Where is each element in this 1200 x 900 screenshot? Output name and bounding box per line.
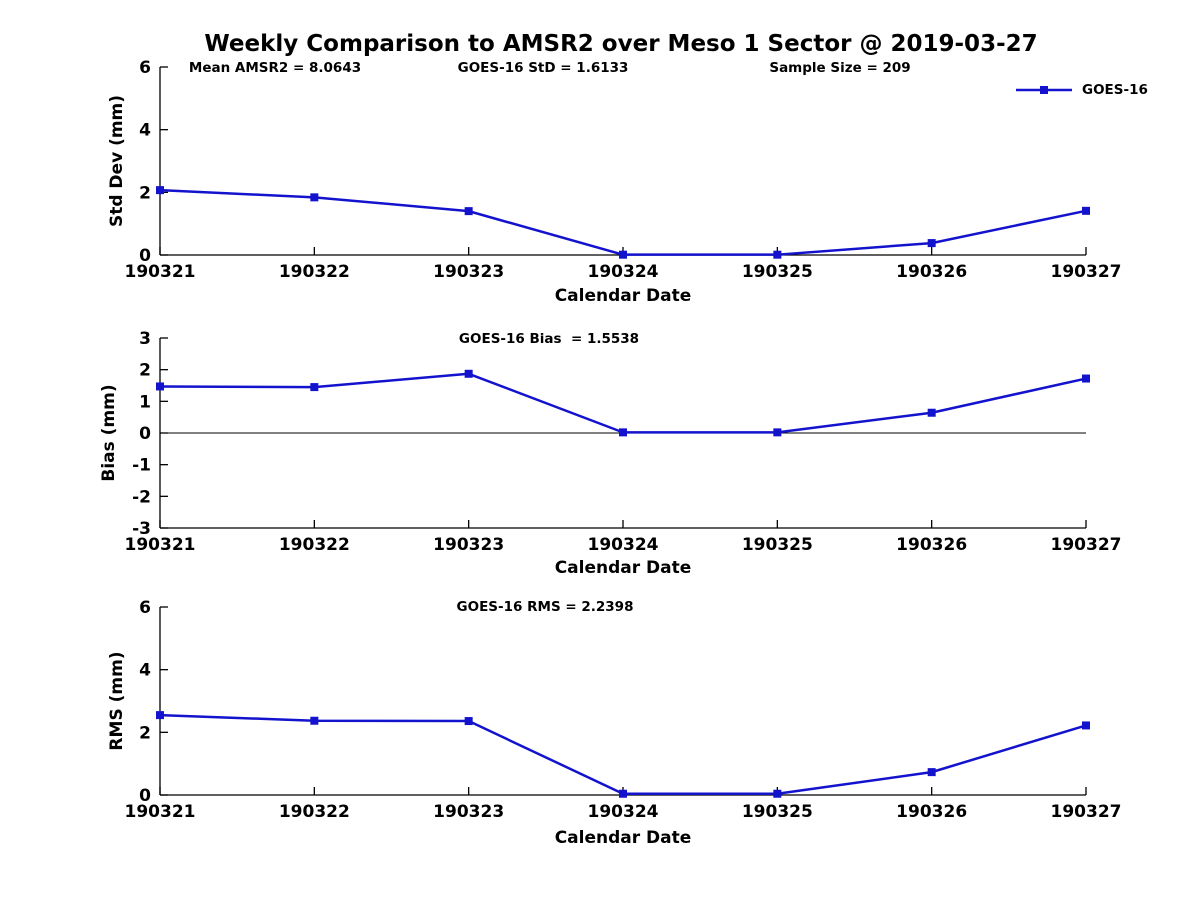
x-tick-label: 190325 <box>742 802 813 822</box>
data-point-marker <box>310 383 319 392</box>
yaxis-label: Std Dev (mm) <box>107 95 127 227</box>
x-tick-label: 190324 <box>588 535 659 555</box>
data-point-marker <box>310 716 319 725</box>
y-tick-label: 0 <box>139 424 151 444</box>
x-tick-label: 190326 <box>896 802 967 822</box>
data-point-marker <box>464 717 473 726</box>
x-tick-label: 190324 <box>588 802 659 822</box>
annotation-sample-size: Sample Size = 209 <box>769 60 911 76</box>
y-tick-label: 0 <box>139 246 151 266</box>
x-tick-label: 190321 <box>125 535 196 555</box>
x-tick-label: 190327 <box>1051 535 1122 555</box>
data-point-marker <box>1082 721 1090 730</box>
y-tick-label: 2 <box>139 183 151 203</box>
data-point-marker <box>1082 206 1090 215</box>
plot-line-goes-16 <box>159 372 1087 434</box>
data-point-marker <box>773 789 782 798</box>
annotation-goes16-rms: GOES-16 RMS = 2.2398 <box>456 599 634 615</box>
plot-line-goes-16 <box>159 188 1087 256</box>
x-tick-label: 190327 <box>1051 262 1122 282</box>
x-tick-label: 190323 <box>433 535 504 555</box>
x-tick-label: 190324 <box>588 262 659 282</box>
legend-line-marker-icon <box>1016 86 1072 94</box>
figure-title: Weekly Comparison to AMSR2 over Meso 1 S… <box>204 31 1038 57</box>
y-tick-label: 0 <box>139 786 151 806</box>
data-point-marker <box>619 789 627 798</box>
data-point-marker <box>156 186 164 195</box>
x-tick-label: 190322 <box>279 802 350 822</box>
x-tick-label: 190327 <box>1051 802 1122 822</box>
y-tick-label: 1 <box>139 392 151 412</box>
xaxis-label-rms: Calendar Date <box>554 828 692 848</box>
subplot-2: 0 2 4 6 190321 190322 190323 190324 190325 190326… <box>107 598 1121 822</box>
subplot-0: 0 2 4 6 190321 190322 190323 190324 190325 190326… <box>107 58 1121 282</box>
data-point-marker <box>773 428 782 437</box>
legend-label: GOES-16 <box>1082 82 1148 98</box>
x-tick-label: 190326 <box>896 262 967 282</box>
x-tick-label: 190322 <box>279 535 350 555</box>
x-tick-label: 190321 <box>125 802 196 822</box>
annotation-goes16-std: GOES-16 StD = 1.6133 <box>457 60 629 76</box>
data-point-marker <box>927 768 936 777</box>
data-point-marker <box>1082 374 1090 383</box>
data-point-marker <box>773 250 782 259</box>
x-tick-label: 190323 <box>433 262 504 282</box>
plot-line-goes-16 <box>159 713 1087 795</box>
y-tick-label: 2 <box>139 723 151 743</box>
y-tick-label: -1 <box>132 456 151 476</box>
y-tick-label: 3 <box>139 329 151 349</box>
y-tick-label: 6 <box>139 58 151 78</box>
y-tick-label: -2 <box>132 487 151 507</box>
data-point-marker <box>927 408 936 417</box>
x-tick-label: 190326 <box>896 535 967 555</box>
annotation-mean-amsr2: Mean AMSR2 = 8.0643 <box>188 60 362 76</box>
legend: GOES-16 <box>1014 82 1148 98</box>
data-point-marker <box>927 239 936 248</box>
x-tick-label: 190321 <box>125 262 196 282</box>
data-point-marker <box>619 250 627 259</box>
data-point-marker <box>464 369 473 378</box>
yaxis-label: Bias (mm) <box>99 384 119 481</box>
y-tick-label: 6 <box>139 598 151 618</box>
annotation-goes16-bias: GOES-16 Bias = 1.5538 <box>458 331 640 347</box>
xaxis-label-bias: Calendar Date <box>554 558 692 578</box>
y-tick-label: 4 <box>139 121 151 141</box>
x-tick-label: 190325 <box>742 262 813 282</box>
data-point-marker <box>156 711 164 720</box>
data-point-marker <box>156 382 164 391</box>
xaxis-label-stddev: Calendar Date <box>554 286 692 306</box>
x-tick-label: 190322 <box>279 262 350 282</box>
y-tick-label: 2 <box>139 361 151 381</box>
subplot-1: -3 -2 -1 0 1 2 3 190321 190322 190323 190324 190325… <box>99 329 1121 555</box>
y-tick-label: 4 <box>139 661 151 681</box>
yaxis-label: RMS (mm) <box>107 651 127 750</box>
data-point-marker <box>310 193 319 202</box>
y-tick-label: -3 <box>132 519 151 539</box>
x-tick-label: 190325 <box>742 535 813 555</box>
x-tick-label: 190323 <box>433 802 504 822</box>
data-point-marker <box>464 207 473 216</box>
data-point-marker <box>619 428 627 437</box>
